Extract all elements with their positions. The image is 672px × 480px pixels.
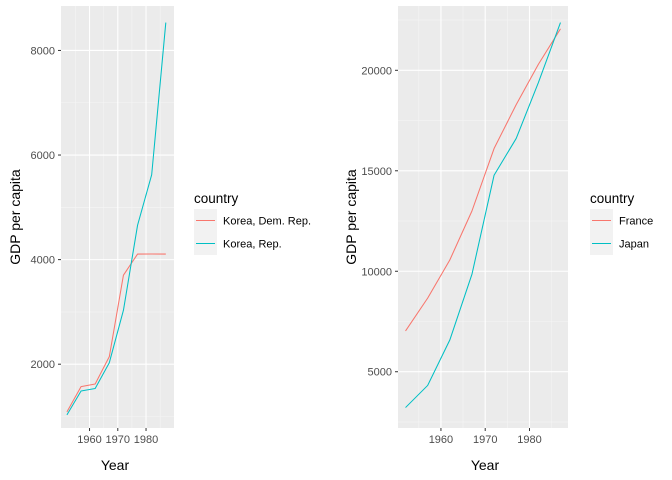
series-line-korea-rep (66, 22, 167, 416)
y-tick-label: 20000 (361, 65, 392, 77)
legend-label-korea-dem-rep: Korea, Dem. Rep. (223, 216, 311, 228)
x-tick-label: 1970 (473, 434, 497, 446)
y-tick-label: 4000 (31, 255, 55, 267)
y-tick-label: 10000 (361, 266, 392, 278)
x-tick-label: 1980 (517, 434, 541, 446)
series-line-france (405, 28, 561, 332)
y-axis-title: GDP per capita (343, 169, 359, 265)
legend-label-korea-rep: Korea, Rep. (223, 239, 282, 251)
x-tick-label: 1960 (429, 434, 453, 446)
x-axis-title: Year (101, 457, 130, 473)
y-tick-label: 15000 (361, 166, 392, 178)
x-tick-label: 1960 (77, 434, 101, 446)
x-axis-title: Year (471, 457, 500, 473)
y-axis-title: GDP per capita (7, 169, 23, 265)
x-tick-label: 1970 (106, 434, 130, 446)
legend: country France Japan (590, 191, 653, 255)
y-tick-label: 6000 (31, 150, 55, 162)
x-tick-label: 1980 (134, 434, 158, 446)
legend-title: country (590, 191, 635, 206)
series-line-japan (405, 22, 561, 408)
y-tick-label: 2000 (31, 359, 55, 371)
legend-label-japan: Japan (619, 239, 649, 251)
legend: country Korea, Dem. Rep. Korea, Rep. (194, 191, 311, 255)
y-tick-label: 8000 (31, 45, 55, 57)
y-tick-label: 5000 (368, 367, 392, 379)
right-chart: 1960 1970 1980 5000 10000 15000 20000 Year GDP p… (343, 6, 653, 473)
legend-label-france: France (619, 216, 653, 228)
series-line-korea-dem-rep (66, 253, 166, 413)
plot-panel (398, 6, 568, 428)
left-chart: 1960 1970 1980 2000 4000 6000 8000 Year GDP per … (7, 6, 311, 473)
legend-title: country (194, 191, 239, 206)
